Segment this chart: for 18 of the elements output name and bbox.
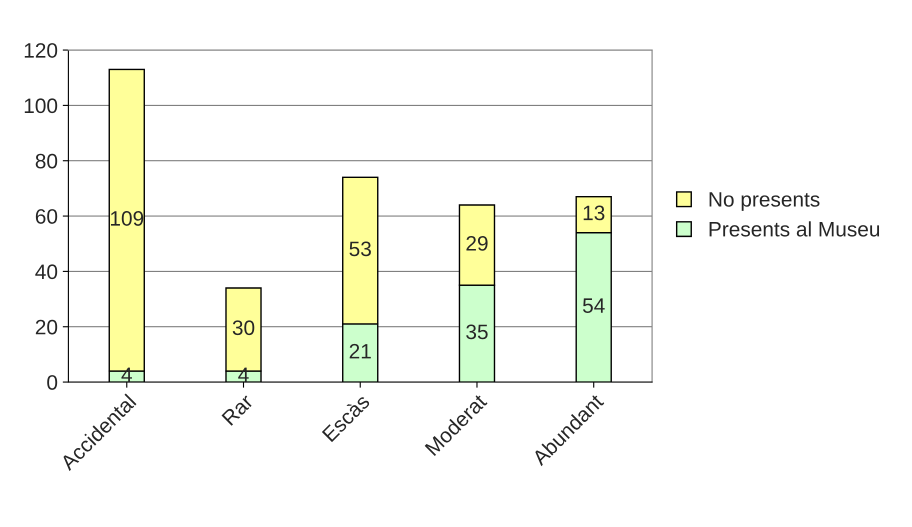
legend-label: No presents [710,192,820,211]
data-label: 54 [582,298,605,313]
data-label: 30 [232,320,254,336]
legend-label: Presents al Museu [710,221,880,237]
data-label: 29 [466,236,488,251]
data-label: 109 [110,211,144,226]
data-label: 21 [350,344,371,358]
y-tick-label: 60 [36,209,58,224]
y-tick-label: 80 [36,154,58,168]
y-tick-label: 40 [35,264,58,280]
data-label: 13 [584,206,604,220]
y-tick-label: 20 [36,320,58,334]
data-label: 53 [349,241,371,256]
x-tick-label: Rar [222,393,254,426]
y-tick-label: 120 [24,43,58,58]
data-label: 35 [466,324,488,340]
y-tick-label: 0 [47,375,58,390]
y-tick-label: 100 [24,98,58,114]
